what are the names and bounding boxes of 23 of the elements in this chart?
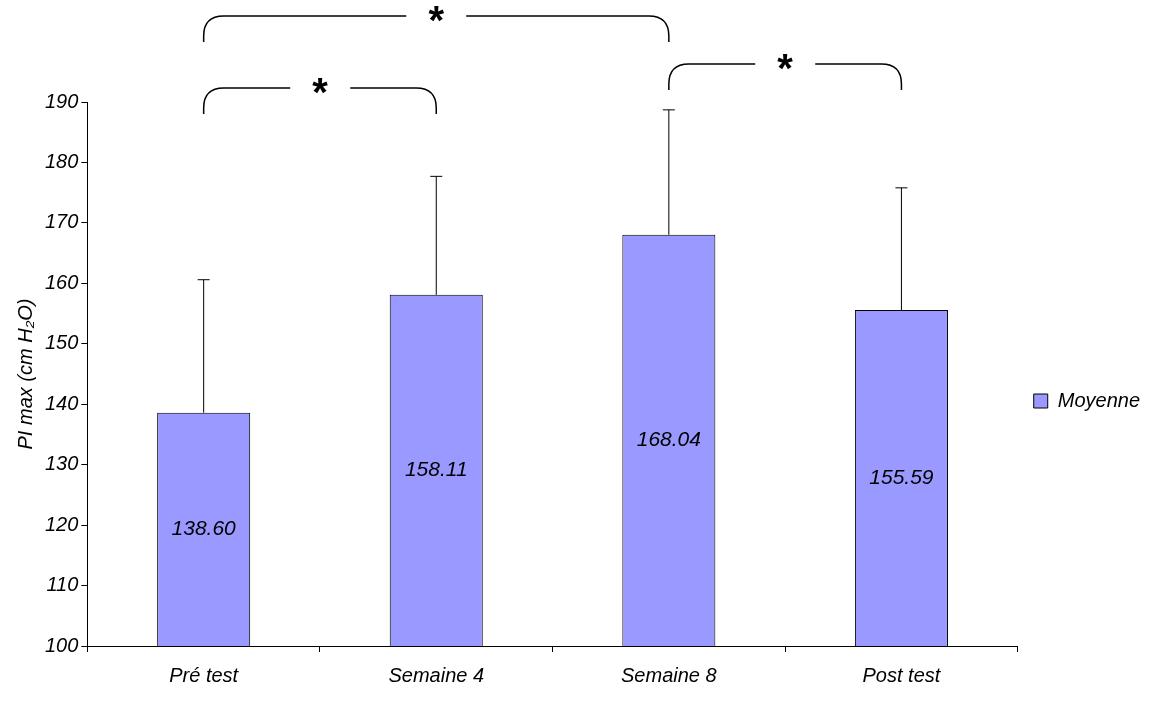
data-label: 155.59 [869, 464, 934, 488]
x-tick-label: Semaine 4 [388, 663, 485, 686]
y-axis-title: PI max (cm H₂O) [13, 298, 36, 450]
y-tick-label: 140 [44, 391, 79, 414]
x-tick-label: Post test [862, 663, 942, 686]
data-label: 158.11 [404, 457, 468, 481]
y-tick-label: 170 [44, 210, 79, 233]
y-tick-label: 190 [44, 89, 79, 112]
y-tick-label: 120 [44, 512, 79, 535]
y-tick-label: 130 [44, 452, 79, 475]
y-tick-label: 180 [44, 150, 79, 173]
x-tick-label: Semaine 8 [621, 663, 717, 686]
annotation: * [290, 70, 350, 114]
x-tick-label: Pré test [169, 663, 240, 686]
text: * [755, 46, 815, 90]
text: * [406, 0, 467, 42]
y-tick-label: 110 [46, 573, 79, 596]
data-label: 168.04 [636, 427, 701, 451]
data-label: 138.60 [171, 516, 237, 540]
y-tick-label: 160 [44, 270, 79, 293]
y-tick-label: 150 [44, 331, 79, 354]
y-tick-label: 100 [44, 633, 79, 656]
legend-label: Moyenne [1057, 388, 1141, 411]
